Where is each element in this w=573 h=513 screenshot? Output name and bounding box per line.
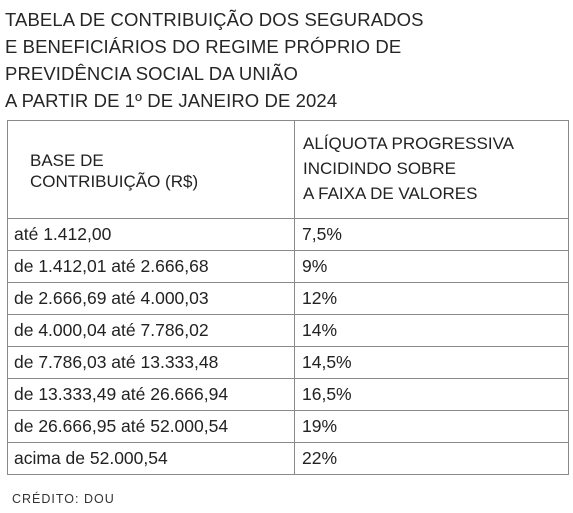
title-line: E BENEFICIÁRIOS DO REGIME PRÓPRIO DE [5,36,402,57]
title-line: A PARTIR DE 1º DE JANEIRO DE 2024 [5,90,338,111]
base-cell: acima de 52.000,54 [7,442,295,475]
base-cell: de 7.786,03 até 13.333,48 [7,346,295,379]
header-base-line: CONTRIBUIÇÃO (R$) [30,171,199,191]
credit-line: CRÉDITO: DOU [12,492,115,506]
header-base: BASE DE CONTRIBUIÇÃO (R$) [7,120,295,219]
table-header-row: BASE DE CONTRIBUIÇÃO (R$) ALÍQUOTA PROGR… [7,120,569,219]
table-row: acima de 52.000,54 22% [7,442,569,475]
base-cell: de 2.666,69 até 4.000,03 [7,282,295,315]
table-row: de 26.666,95 até 52.000,54 19% [7,410,569,443]
rate-cell: 22% [294,442,569,475]
rate-cell: 14,5% [294,346,569,379]
header-rate-line: INCIDINDO SOBRE [303,159,457,178]
contribution-table: BASE DE CONTRIBUIÇÃO (R$) ALÍQUOTA PROGR… [7,120,569,475]
rate-cell: 7,5% [294,218,569,251]
rate-cell: 19% [294,410,569,443]
base-cell: de 4.000,04 até 7.786,02 [7,314,295,347]
base-cell: de 26.666,95 até 52.000,54 [7,410,295,443]
header-rate: ALÍQUOTA PROGRESSIVA INCIDINDO SOBRE A F… [294,120,569,219]
table-row: de 1.412,01 até 2.666,68 9% [7,250,569,283]
base-cell: de 13.333,49 até 26.666,94 [7,378,295,411]
table-row: de 4.000,04 até 7.786,02 14% [7,314,569,347]
table-row: até 1.412,00 7,5% [7,218,569,251]
title-line: PREVIDÊNCIA SOCIAL DA UNIÃO [5,63,298,84]
base-cell: de 1.412,01 até 2.666,68 [7,250,295,283]
title-line: TABELA DE CONTRIBUIÇÃO DOS SEGURADOS [5,9,424,30]
header-base-line: BASE DE [30,150,104,170]
table-row: de 13.333,49 até 26.666,94 16,5% [7,378,569,411]
table-title: TABELA DE CONTRIBUIÇÃO DOS SEGURADOS E B… [5,6,565,114]
table-row: de 7.786,03 até 13.333,48 14,5% [7,346,569,379]
rate-cell: 14% [294,314,569,347]
base-cell: até 1.412,00 [7,218,295,251]
header-rate-line: ALÍQUOTA PROGRESSIVA [303,134,514,153]
rate-cell: 9% [294,250,569,283]
header-rate-line: A FAIXA DE VALORES [303,184,478,203]
table-row: de 2.666,69 até 4.000,03 12% [7,282,569,315]
rate-cell: 12% [294,282,569,315]
rate-cell: 16,5% [294,378,569,411]
